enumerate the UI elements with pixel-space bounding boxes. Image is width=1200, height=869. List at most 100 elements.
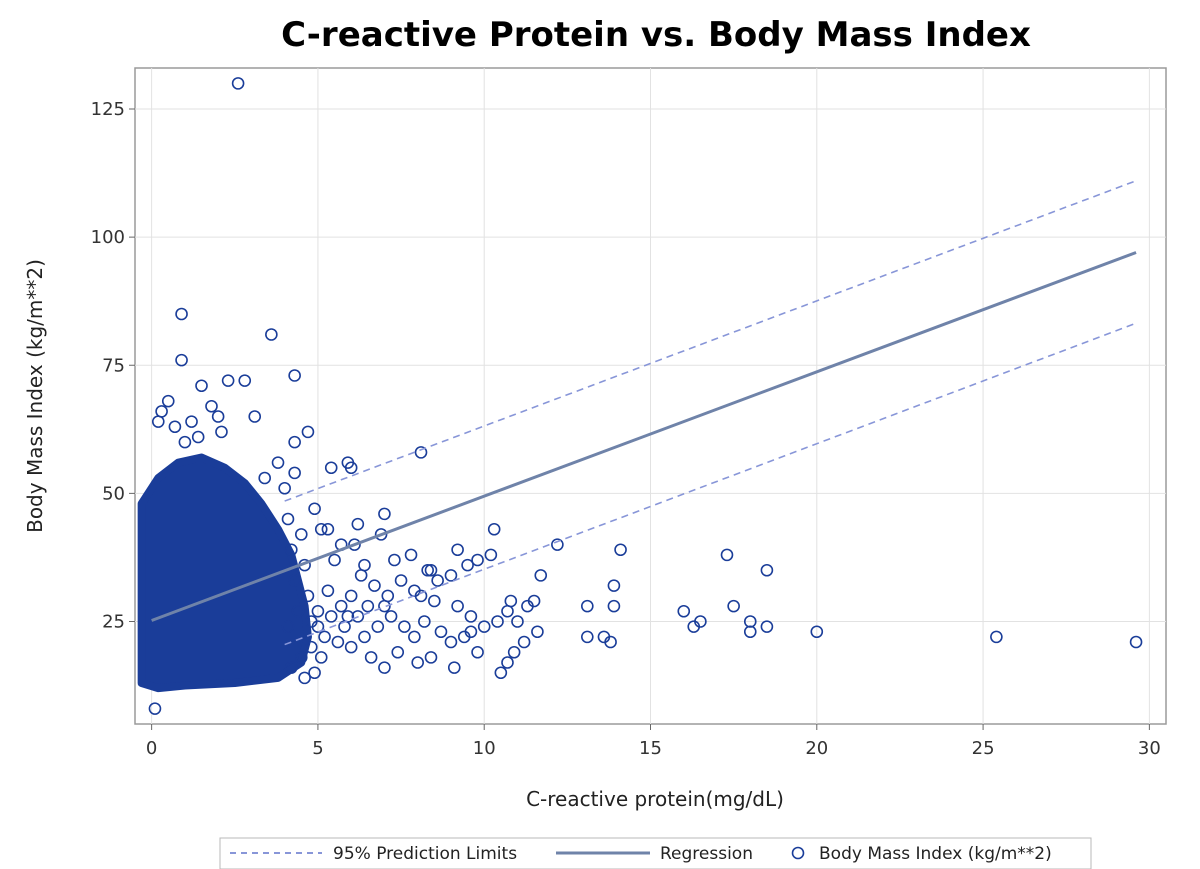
data-point <box>231 77 245 90</box>
data-point <box>321 522 335 536</box>
data-point <box>288 435 301 449</box>
data-point <box>221 374 235 387</box>
data-point <box>361 599 375 613</box>
data-point <box>311 620 325 633</box>
data-point <box>161 394 175 408</box>
x-tick-label: 15 <box>639 738 662 759</box>
data-point <box>418 615 431 628</box>
data-point <box>215 425 228 439</box>
data-point <box>344 589 358 603</box>
data-point <box>434 625 448 639</box>
data-point <box>294 651 308 664</box>
data-point <box>238 374 252 387</box>
data-point <box>364 651 378 664</box>
data-point <box>374 528 388 541</box>
data-point <box>494 666 508 680</box>
data-point <box>394 574 408 587</box>
data-point <box>211 410 225 423</box>
data-point <box>501 604 514 618</box>
data-point <box>351 517 365 531</box>
data-point <box>384 610 398 623</box>
data-point <box>471 645 484 659</box>
x-axis-ticks: 0 5 10 15 20 25 30 <box>146 724 1161 759</box>
legend-swatch-marker <box>791 846 805 860</box>
data-point <box>491 615 504 628</box>
data-point <box>727 599 740 613</box>
data-point <box>285 661 298 674</box>
data-point <box>324 610 338 623</box>
data-point <box>581 599 594 613</box>
data-point <box>331 635 345 649</box>
data-point <box>378 599 391 613</box>
data-point <box>424 651 438 664</box>
y-axis-ticks: 25 50 75 100 125 <box>91 99 135 633</box>
data-point <box>311 604 325 618</box>
data-point <box>607 599 621 613</box>
legend-box <box>219 837 1092 869</box>
data-point <box>507 645 521 659</box>
x-tick-label: 10 <box>473 738 496 759</box>
data-point <box>414 446 428 459</box>
data-point <box>428 594 441 608</box>
legend-label-regression: Regression <box>660 844 753 864</box>
data-point <box>531 625 544 639</box>
data-point <box>258 471 272 485</box>
fit-lines <box>151 180 1137 646</box>
data-point <box>195 379 208 393</box>
data-point <box>348 538 361 551</box>
data-point <box>358 630 371 644</box>
legend-label-bmi: Body Mass Index (kg/m**2) <box>819 844 1052 864</box>
data-point <box>607 579 621 592</box>
data-point <box>810 625 824 639</box>
y-tick-label: 125 <box>91 99 125 120</box>
data-point <box>341 610 355 623</box>
data-point <box>328 553 341 567</box>
data-point <box>604 635 617 649</box>
data-point <box>324 461 338 475</box>
data-point <box>1129 635 1143 649</box>
data-point <box>248 410 262 423</box>
data-point <box>511 615 524 628</box>
data-point <box>351 610 365 623</box>
data-point <box>168 420 182 434</box>
data-point <box>677 604 691 618</box>
data-point <box>451 599 464 613</box>
data-point <box>404 548 418 562</box>
data-point <box>191 430 205 444</box>
data-point <box>288 466 301 480</box>
data-point <box>178 435 192 449</box>
data-point <box>278 481 291 495</box>
data-point <box>371 620 385 633</box>
legend-label-limits: 95% Prediction Limits <box>333 844 517 864</box>
data-point <box>424 563 438 577</box>
data-point <box>411 656 424 669</box>
data-point <box>388 553 401 567</box>
y-tick-label: 75 <box>102 355 125 376</box>
data-point <box>687 620 701 633</box>
prediction-limit-line <box>284 322 1137 646</box>
data-point <box>288 574 301 587</box>
data-point <box>484 548 498 562</box>
data-point <box>743 615 757 628</box>
data-point <box>151 415 165 428</box>
data-point <box>265 328 278 341</box>
data-point <box>378 507 391 521</box>
data-point <box>304 640 318 654</box>
data-point <box>368 579 381 592</box>
x-axis-label: C-reactive protein(mg/dL) <box>526 787 784 811</box>
data-point <box>421 563 434 577</box>
data-point <box>175 307 188 321</box>
data-point <box>471 553 484 567</box>
x-tick-label: 25 <box>972 738 995 759</box>
data-point <box>501 656 514 669</box>
data-point <box>487 522 501 536</box>
data-point <box>354 569 368 582</box>
data-point <box>314 651 328 664</box>
data-point <box>431 574 444 587</box>
data-point <box>281 512 295 526</box>
data-point <box>148 702 162 715</box>
y-tick-label: 100 <box>91 227 125 248</box>
data-point <box>378 661 391 674</box>
data-point <box>271 456 285 469</box>
data-point <box>464 610 478 623</box>
